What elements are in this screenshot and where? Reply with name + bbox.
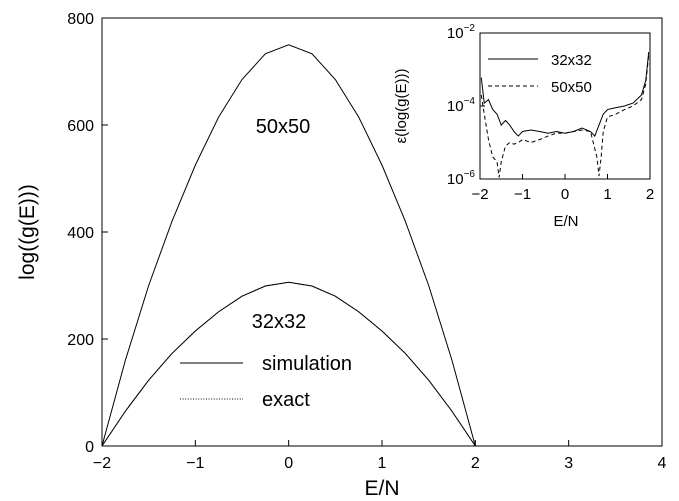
main-curves [101, 44, 476, 447]
inset-y-tick-label: 10−4 [447, 96, 476, 115]
curve-simulation-50x50 [101, 44, 476, 447]
y-tick-label: 0 [85, 439, 94, 456]
annotation-32x32: 32x32 [252, 311, 307, 333]
inset-x-tick-label: −1 [514, 186, 531, 203]
y-tick-label: 600 [67, 118, 94, 135]
inset-y-axis-label: ε(log(g(E))) [393, 68, 410, 143]
x-tick-label: 0 [284, 455, 293, 472]
x-tick-label: −1 [186, 455, 204, 472]
inset-x-tick-label: 2 [646, 186, 654, 203]
inset-legend: 32x32 50x50 [488, 52, 592, 96]
inset-y-tick-label: 10−2 [447, 23, 476, 42]
inset-curve-50x50 [480, 54, 650, 178]
legend-label-exact: exact [262, 389, 310, 411]
inset-plot: −2 −1 0 1 2 10−6 10−4 10−2 E/N ε(log(g(E))) 32x… [393, 23, 654, 230]
inset-curve-32x32 [480, 52, 650, 137]
inset-x-tick-label: 1 [603, 186, 611, 203]
inset-legend-label-50x50: 50x50 [551, 79, 592, 96]
legend-label-simulation: simulation [262, 353, 352, 375]
curve-exact-32x32 [101, 281, 476, 447]
main-x-axis-label: E/N [364, 477, 399, 500]
y-tick-label: 400 [67, 225, 94, 242]
inset-x-axis-label: E/N [553, 213, 578, 230]
x-tick-label: 2 [471, 455, 480, 472]
inset-curves [480, 52, 650, 178]
main-legend: simulation exact [180, 353, 352, 411]
inset-x-tick-label: 0 [561, 186, 569, 203]
x-tick-label: 1 [378, 455, 387, 472]
x-tick-label: −2 [93, 455, 111, 472]
x-tick-label: 3 [564, 455, 573, 472]
inset-y-tick-label: 10−6 [447, 169, 476, 188]
inset-x-tick-label: −2 [471, 186, 488, 203]
inset-legend-label-32x32: 32x32 [551, 52, 592, 69]
main-plot: −2 −1 0 1 2 3 4 0 200 400 600 800 E/N log((g(E))) 5… [16, 11, 667, 500]
inset-plot-background [480, 33, 650, 179]
inset-ticks: −2 −1 0 1 2 10−6 10−4 10−2 [447, 23, 654, 203]
main-y-axis-label: log((g(E))) [16, 184, 39, 280]
annotation-50x50: 50x50 [256, 116, 311, 138]
y-tick-label: 800 [67, 11, 94, 28]
x-tick-label: 4 [658, 455, 667, 472]
main-ticks: −2 −1 0 1 2 3 4 0 200 400 600 800 [67, 11, 666, 472]
y-tick-label: 200 [67, 332, 94, 349]
